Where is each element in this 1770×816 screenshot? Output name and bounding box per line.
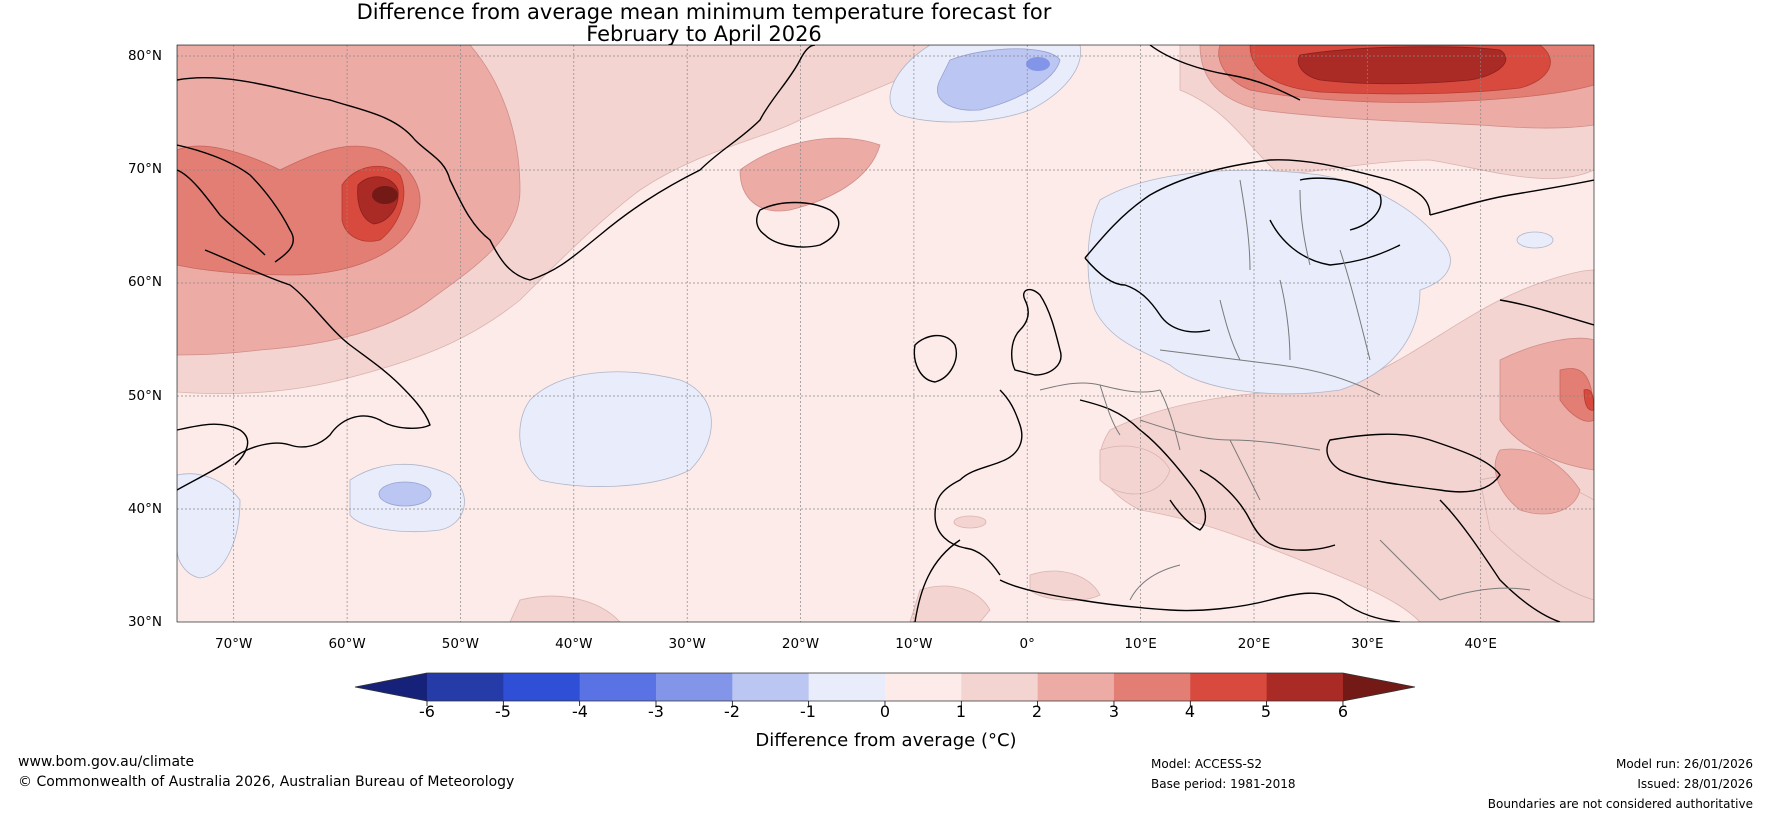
colorbar-swatch bbox=[1266, 673, 1344, 701]
footer-base-period: Base period: 1981-2018 bbox=[1151, 777, 1296, 791]
footer-issued: Issued: 28/01/2026 bbox=[1637, 777, 1753, 791]
colorbar bbox=[354, 672, 1416, 706]
anomaly-zone-minus3-minus2 bbox=[1026, 57, 1050, 71]
colorbar-swatch bbox=[427, 673, 504, 701]
lon-label-30e: 30°E bbox=[1351, 636, 1384, 652]
lon-label-10w: 10°W bbox=[895, 636, 933, 652]
lat-label-60n: 60°N bbox=[127, 274, 162, 290]
colorbar-tick-label: 6 bbox=[1337, 702, 1349, 721]
footer-disclaimer: Boundaries are not considered authoritat… bbox=[1487, 797, 1753, 811]
colorbar-swatch bbox=[1037, 673, 1115, 701]
graticule bbox=[177, 45, 1594, 622]
colorbar-swatch bbox=[732, 673, 810, 701]
colorbar-tick-label: -4 bbox=[572, 702, 588, 721]
colorbar-under-arrow bbox=[355, 673, 427, 701]
lat-label-30n: 30°N bbox=[127, 614, 162, 630]
map-title-line-1: Difference from average mean minimum tem… bbox=[356, 0, 1052, 24]
lon-label-40w: 40°W bbox=[555, 636, 593, 652]
colorbar-tick-label: 3 bbox=[1108, 702, 1120, 721]
lon-label-20w: 20°W bbox=[781, 636, 820, 652]
lon-label-40e: 40°E bbox=[1464, 636, 1497, 652]
colorbar-tick-label: -5 bbox=[495, 702, 511, 721]
colorbar-swatch bbox=[884, 673, 962, 701]
colorbar-swatch bbox=[808, 673, 886, 701]
lon-label-0: 0° bbox=[1019, 636, 1035, 652]
lon-label-70w: 70°W bbox=[215, 636, 253, 652]
map-title-line-2: February to April 2026 bbox=[586, 22, 822, 46]
colorbar-swatch bbox=[1190, 673, 1268, 701]
colorbar-tick-label: 1 bbox=[955, 702, 967, 721]
colorbar-swatch bbox=[579, 673, 657, 701]
colorbar-tick-label: 4 bbox=[1184, 702, 1196, 721]
footer-copyright: © Commonwealth of Australia 2026, Austra… bbox=[18, 774, 515, 790]
footer-model-run: Model run: 26/01/2026 bbox=[1615, 757, 1753, 771]
lon-label-60w: 60°W bbox=[328, 636, 366, 652]
colorbar-tick-label: -1 bbox=[800, 702, 816, 721]
lat-label-80n: 80°N bbox=[127, 48, 162, 64]
colorbar-swatch bbox=[655, 673, 733, 701]
colorbar-swatch bbox=[961, 673, 1039, 701]
colorbar-tick-label: -6 bbox=[419, 702, 435, 721]
lon-label-30w: 30°W bbox=[668, 636, 706, 652]
lon-label-50w: 50°W bbox=[441, 636, 480, 652]
footer-model: Model: ACCESS-S2 bbox=[1151, 757, 1263, 771]
lat-label-70n: 70°N bbox=[127, 161, 162, 177]
colorbar-tick-label: -2 bbox=[724, 702, 740, 721]
country-borders bbox=[1039, 179, 1531, 601]
lon-label-10e: 10°E bbox=[1124, 636, 1157, 652]
colorbar-tick-label: 5 bbox=[1260, 702, 1272, 721]
colorbar-tick-label: 0 bbox=[879, 702, 891, 721]
colorbar-tick-label: 2 bbox=[1031, 702, 1043, 721]
colorbar-title: Difference from average (°C) bbox=[755, 730, 1017, 751]
lat-label-50n: 50°N bbox=[127, 388, 162, 404]
lat-label-40n: 40°N bbox=[127, 501, 162, 517]
colorbar-over-arrow bbox=[1342, 673, 1415, 701]
colorbar-tick-label: -3 bbox=[648, 702, 664, 721]
map-frame bbox=[176, 44, 1595, 623]
colorbar-swatch bbox=[503, 673, 581, 701]
coastlines bbox=[177, 45, 1594, 622]
lon-label-20e: 20°E bbox=[1237, 636, 1271, 652]
anomaly-zone-over-6 bbox=[372, 186, 398, 204]
footer-website: www.bom.gov.au/climate bbox=[18, 754, 195, 770]
colorbar-swatch bbox=[1113, 673, 1191, 701]
